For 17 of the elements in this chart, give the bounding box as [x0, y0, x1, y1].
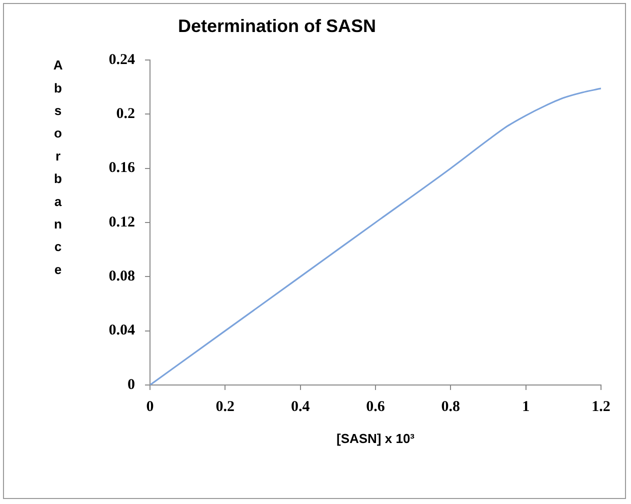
y-tick-label: 0.12: [108, 214, 135, 230]
y-tick-label: 0.24: [108, 52, 136, 68]
x-tick-label: 0.4: [290, 398, 310, 415]
y-tick-label: 0.04: [108, 322, 136, 339]
x-axis-title: [SASN] x 10³: [336, 431, 416, 446]
text: Absorbance: [53, 58, 63, 277]
chart-title: Determination of SASN: [178, 16, 376, 36]
x-tick-label: 0: [146, 398, 154, 415]
x-tick-label: 0.6: [366, 398, 386, 415]
y-tick-label: 0: [128, 376, 135, 393]
y-tick-label: 0.16: [108, 160, 136, 176]
y-tick-label: 0.08: [108, 268, 135, 285]
x-tick-label: 1.2: [592, 398, 610, 415]
x-tick-label: 0.2: [216, 398, 235, 415]
x-tick-label: 1: [522, 398, 530, 415]
y-tick-label: 0.2: [116, 106, 135, 122]
x-tick-label: 0.8: [441, 398, 460, 415]
